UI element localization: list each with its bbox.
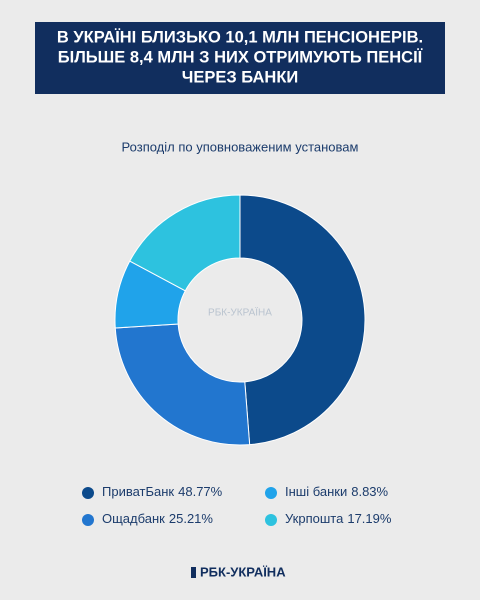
chart-title: БІЛЬШЕ 8,4 МЛН З НИХ ОТРИМУЮТЬ ПЕНСІЇ [58,48,423,66]
legend-swatch [265,514,277,526]
legend-label: Ощадбанк [102,511,165,526]
legend-swatch [265,487,277,499]
title-box [35,22,445,94]
legend-entry: Ощадбанк 25.21% [102,511,213,526]
legend-swatch [82,514,94,526]
chart-title: ЧЕРЕЗ БАНКИ [182,68,299,86]
logo-mark [191,567,196,578]
legend-entry: Інші банки 8.83% [285,484,389,499]
footer-logo: РБК-УКРАЇНА [200,564,286,579]
donut-segment [129,194,241,292]
legend-value: 17.19% [347,511,392,526]
legend-value: 25.21% [169,511,214,526]
watermark: РБК-УКРАЇНА [208,307,272,319]
legend-value: 8.83% [351,484,388,499]
donut-segment [114,323,251,446]
legend-label: Інші банки [285,484,347,499]
legend-value: 48.77% [178,484,223,499]
legend: ПриватБанк 48.77% Ощадбанк 25.21% Інші банки… [82,484,392,526]
subtitle: Розподіл по уповноваженим установам [122,139,359,154]
donut [114,194,366,446]
legend-entry: Укрпошта 17.19% [285,511,392,526]
legend-entry: ПриватБанк 48.77% [102,484,223,499]
donut-segment [239,194,366,446]
legend-label: ПриватБанк [102,484,174,499]
chart-title: В УКРАЇНІ БЛИЗЬКО 10,1 МЛН ПЕНСІОНЕРІВ. [57,28,423,46]
legend-label: Укрпошта [285,511,344,526]
legend-swatch [82,487,94,499]
